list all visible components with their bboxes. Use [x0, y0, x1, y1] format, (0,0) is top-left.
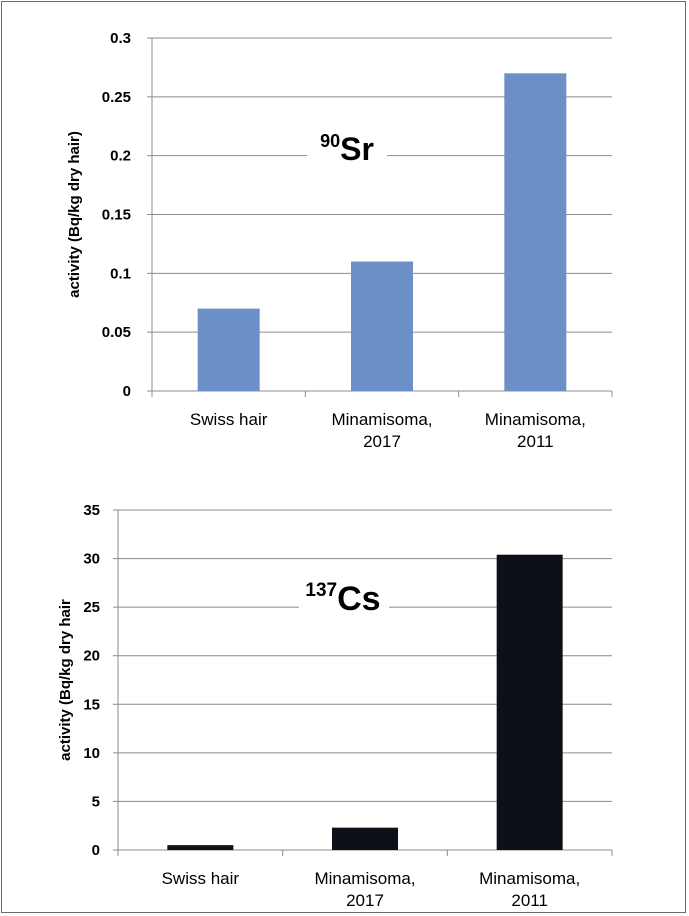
isotope-symbol: Sr	[340, 131, 374, 167]
isotope-annotation: 137Cs	[305, 580, 380, 618]
y-tick-label: 0	[92, 842, 100, 859]
x-category-label: Minamisoma,	[479, 869, 580, 888]
bar-2	[351, 261, 413, 391]
x-category-label: Swiss hair	[190, 410, 268, 429]
chart-1: 0 0.05 0.1 0.15 0.2 0.25 0.3 90Sr Swiss hair Mina…	[66, 30, 613, 451]
y-tick-label: 20	[83, 648, 100, 665]
isotope-symbol: Cs	[337, 580, 380, 618]
y-tick-label: 5	[92, 793, 100, 810]
y-tick-label: 25	[83, 599, 100, 616]
y-tick-label: 0.3	[110, 30, 131, 47]
x-category-label: 2011	[511, 891, 548, 910]
y-tick-label: 0.25	[102, 89, 131, 106]
bar-1	[167, 845, 234, 850]
x-category-label: Minamisoma,	[331, 410, 432, 429]
x-category-label: 2017	[363, 432, 401, 451]
y-tick-label: 0.15	[102, 207, 131, 224]
y-tick-label: 10	[83, 745, 100, 762]
isotope-annotation: 90Sr	[320, 131, 374, 167]
isotope-mass-number: 90	[320, 131, 340, 151]
annotation-background	[307, 130, 387, 170]
bar-3	[496, 554, 563, 850]
isotope-mass-number: 137	[305, 580, 337, 601]
y-tick-label: 35	[83, 502, 100, 519]
y-tick-label: 30	[83, 551, 100, 568]
bar-3	[504, 73, 567, 392]
y-tick-label: 0	[123, 383, 131, 400]
x-category-label: Swiss hair	[162, 869, 240, 888]
x-category-label: Minamisoma,	[485, 410, 586, 429]
chart-2: 0 5 10 15 20 25 30 35 137Cs Swiss hair Minamisoma,…	[57, 502, 613, 910]
y-tick-label: 15	[83, 696, 100, 713]
y-axis-label: activity (Bq/kg dry hair)	[66, 131, 83, 298]
annotation-background	[299, 578, 389, 620]
bar-2	[332, 827, 398, 850]
y-tick-label: 0.1	[110, 265, 131, 282]
y-axis-label: activity (Bq/kg dry hair	[57, 599, 74, 761]
y-tick-label: 0.05	[102, 324, 131, 341]
bar-1	[197, 308, 260, 391]
x-category-label: Minamisoma,	[314, 869, 415, 888]
y-tick-label: 0.2	[110, 148, 131, 165]
x-category-label: 2011	[517, 432, 554, 451]
x-category-label: 2017	[346, 891, 384, 910]
